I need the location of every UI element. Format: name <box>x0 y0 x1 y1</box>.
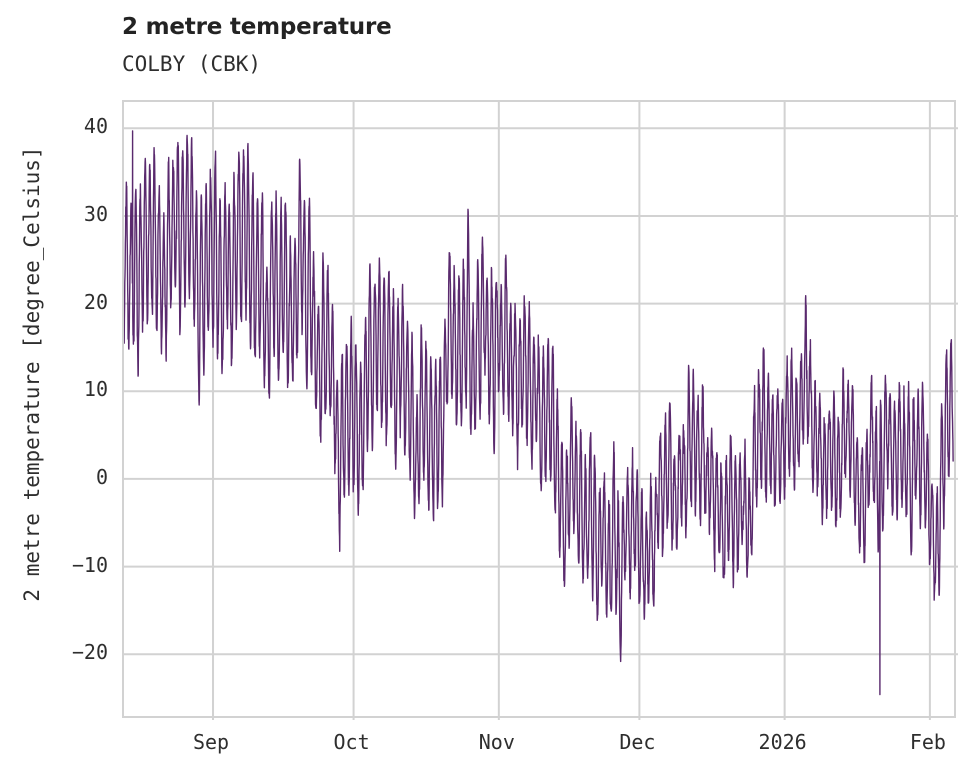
y-tick-label: 0 <box>95 464 108 489</box>
chart-plot-svg <box>124 102 958 720</box>
x-tick-label: Feb <box>909 730 946 754</box>
x-tick-label: 2026 <box>758 730 807 754</box>
temperature-series <box>124 130 954 696</box>
y-tick-label: −10 <box>71 552 108 577</box>
plot-area <box>122 100 958 720</box>
y-tick-label: 10 <box>83 377 108 402</box>
x-tick-label: Dec <box>619 730 656 754</box>
chart-subtitle: COLBY (CBK) <box>122 52 262 76</box>
y-tick-label: −20 <box>71 640 108 665</box>
x-tick-label: Sep <box>192 730 230 754</box>
x-tick-label: Oct <box>333 730 370 754</box>
y-tick-label: 40 <box>83 114 108 139</box>
y-tick-label: 30 <box>83 201 108 226</box>
y-axis-tick-labels: 40 30 20 10 0 −10 −20 <box>0 0 108 782</box>
x-tick-label: Nov <box>478 730 515 754</box>
chart-title: 2 metre temperature <box>122 14 392 40</box>
y-tick-label: 20 <box>83 289 108 314</box>
temperature-line <box>124 130 954 696</box>
